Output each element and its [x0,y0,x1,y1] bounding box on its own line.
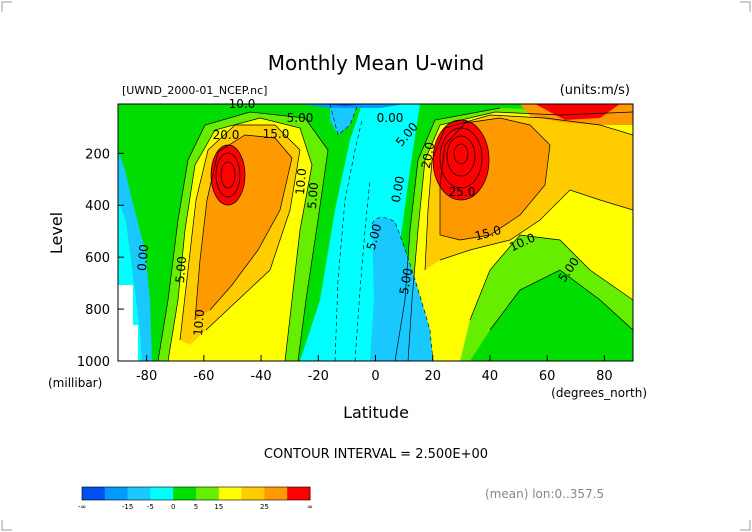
x-tick-label: 80 [596,369,613,384]
contour-label: 20.0 [213,128,240,142]
units-label: (units:m/s) [560,83,630,98]
contour-label: 25.0 [449,185,476,199]
contour-label: 15.0 [473,223,502,243]
contour-lines [157,107,633,361]
masked-terrain-2 [118,325,138,361]
contour-label: 5.00 [397,267,415,296]
sh-edge-band [118,104,152,361]
contour-label: 10.0 [293,168,309,196]
colorbar-tick-label: -∞ [78,503,86,511]
y-tick-label: 800 [85,303,110,318]
colorbar-tick-label: 5 [194,503,198,511]
x-tick-label: -60 [193,369,214,384]
x-axis: -80 -60 -40 -20 0 20 40 60 80 [136,355,613,384]
contour-label: 10.0 [191,309,207,337]
x-tick-label: -80 [136,369,157,384]
y-axis-title: Level [47,212,66,254]
colorbar-tick-label: ∞ [307,503,313,511]
y-tick-label: 600 [85,251,110,266]
colorbar-tick-label: -5 [147,503,154,511]
equatorial-negative-band [370,217,433,361]
colorbar-labels: -∞ -15 -5 0 5 15 25 ∞ [78,503,313,511]
x-tick-label: -20 [308,369,329,384]
colorbar-swatch [264,487,288,500]
x-tick-label: -40 [250,369,271,384]
contour-label: 5.00 [305,182,321,210]
contour-label: 0.00 [389,175,407,204]
colorbar-swatch [173,487,197,500]
contour-label: 5.00 [287,111,314,125]
colorbar-tick-label: 15 [214,503,223,511]
upper-negative-band-2 [300,104,405,108]
y-tick-label: 200 [85,147,110,162]
contour-label: 0.00 [135,244,151,272]
colorbar-tick-label: 25 [260,503,269,511]
negative-contours [329,104,434,361]
contour-label: 5.00 [364,222,384,251]
x-tick-label: 0 [371,369,379,384]
contour-interval: CONTOUR INTERVAL = 2.500E+00 [264,447,488,462]
colorbar-swatch [287,487,311,500]
contour-label: 0.00 [377,111,404,125]
colorbar-swatch [150,487,174,500]
contour-label: 15.0 [263,127,290,141]
y-axis: 200 400 600 800 1000 [77,147,124,370]
colorbar-swatch [196,487,220,500]
colorbar-swatch [82,487,106,500]
footnote: (mean) lon:0..357.5 [485,487,604,501]
y-tick-label: 1000 [77,355,110,370]
colorbar-swatch [127,487,151,500]
upper-negative-band-1 [330,104,358,135]
colorbar-swatch [241,487,265,500]
masked-terrain [118,285,133,325]
y-axis-unit: (millibar) [48,376,102,390]
colorbar-swatch [104,487,129,500]
x-tick-label: 20 [424,369,441,384]
x-tick-label: 40 [482,369,499,384]
colorbar [81,486,311,501]
x-axis-unit: (degrees_north) [551,386,647,400]
dataset-label: [UWND_2000-01_NCEP.nc] [122,84,267,97]
colorbar-tick-label: 0 [171,503,175,511]
x-axis-title: Latitude [343,403,409,422]
nh-top-red [535,104,620,120]
y-tick-label: 400 [85,199,110,214]
colorbar-frame [81,486,311,501]
x-tick-label: 60 [539,369,556,384]
contour-label: 20.0 [419,141,437,170]
contour-label: 5.00 [173,256,189,284]
colorbar-tick-label: -15 [122,503,133,511]
chart-title: Monthly Mean U-wind [268,51,484,75]
colorbar-swatch [218,487,243,500]
